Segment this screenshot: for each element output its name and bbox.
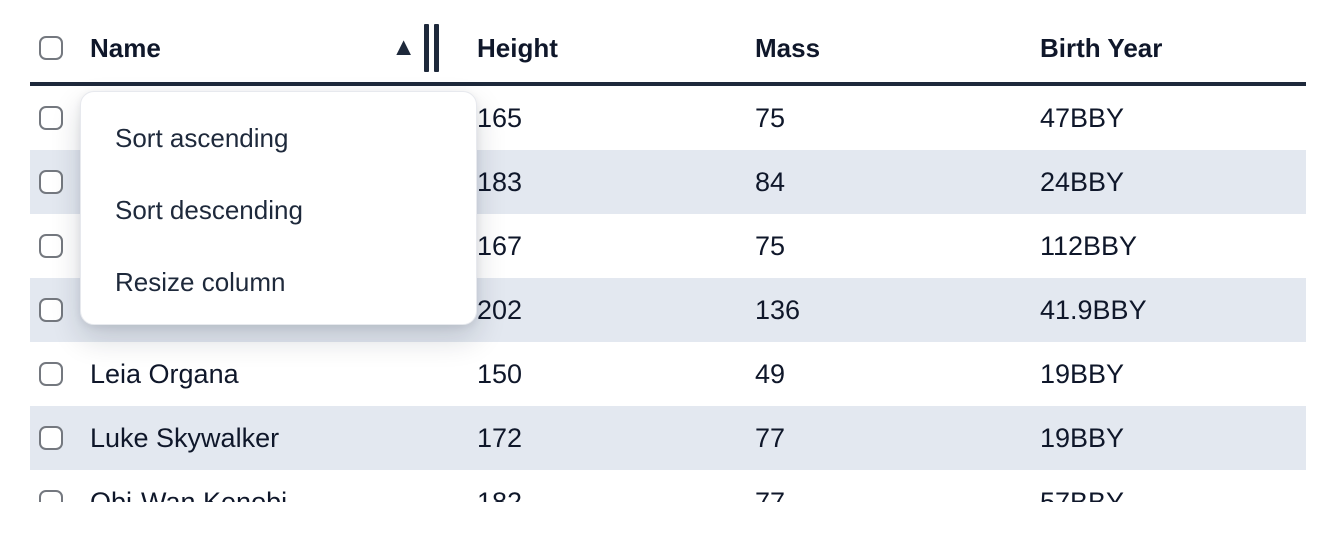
height-cell: 182: [477, 486, 523, 503]
column-resize-handle[interactable]: [424, 24, 439, 72]
checkbox-cell: [30, 170, 78, 194]
mass-cell: 77: [755, 486, 786, 503]
row-checkbox[interactable]: [39, 298, 63, 322]
row-checkbox[interactable]: [39, 106, 63, 130]
column-header-mass[interactable]: Mass: [755, 33, 1040, 64]
height-cell: 172: [477, 422, 523, 453]
height-cell: 150: [477, 358, 523, 389]
table-viewport: Name ▲ Height Mass Birth Year 165 75: [30, 0, 1306, 502]
row-checkbox[interactable]: [39, 362, 63, 386]
table-row: Leia Organa 150 49 19BBY: [30, 342, 1306, 406]
column-header-birth-year[interactable]: Birth Year: [1040, 33, 1306, 64]
data-table: Name ▲ Height Mass Birth Year 165 75: [30, 0, 1306, 502]
menu-item-sort-ascending[interactable]: Sort ascending: [115, 122, 289, 153]
birth-year-cell: 19BBY: [1040, 422, 1125, 453]
birth-year-cell: 47BBY: [1040, 102, 1125, 133]
column-menu: Sort ascending Sort descending Resize co…: [80, 91, 477, 325]
checkbox-cell: [30, 234, 78, 258]
sort-ascending-icon[interactable]: ▲: [391, 32, 416, 61]
column-header-birth-year-label: Birth Year: [1040, 32, 1163, 63]
menu-item-sort-descending[interactable]: Sort descending: [115, 194, 303, 225]
height-cell: 165: [477, 102, 523, 133]
name-cell: Obi-Wan Kenobi: [90, 486, 288, 503]
checkbox-cell: [30, 106, 78, 130]
row-checkbox[interactable]: [39, 170, 63, 194]
select-all-checkbox[interactable]: [39, 36, 63, 60]
column-header-name-label: Name: [90, 32, 161, 63]
height-cell: 202: [477, 294, 523, 325]
checkbox-cell: [30, 490, 78, 502]
column-header-name[interactable]: Name ▲: [78, 24, 441, 72]
birth-year-cell: 41.9BBY: [1040, 294, 1147, 325]
height-cell: 183: [477, 166, 523, 197]
row-checkbox[interactable]: [39, 490, 63, 502]
birth-year-cell: 24BBY: [1040, 166, 1125, 197]
mass-cell: 77: [755, 422, 786, 453]
checkbox-cell: [30, 426, 78, 450]
mass-cell: 84: [755, 166, 786, 197]
column-header-height-label: Height: [477, 32, 558, 63]
table-header: Name ▲ Height Mass Birth Year: [30, 0, 1306, 86]
checkbox-header-cell: [30, 36, 78, 60]
birth-year-cell: 19BBY: [1040, 358, 1125, 389]
checkbox-cell: [30, 298, 78, 322]
name-cell: Luke Skywalker: [90, 422, 280, 453]
checkbox-cell: [30, 362, 78, 386]
row-checkbox[interactable]: [39, 426, 63, 450]
mass-cell: 136: [755, 294, 801, 325]
birth-year-cell: 112BBY: [1040, 230, 1138, 261]
table-row: 167 75 112BBY: [30, 214, 1306, 278]
birth-year-cell: 57BBY: [1040, 486, 1125, 503]
table-body: 165 75 47BBY 183 84 24BBY 167 75: [30, 86, 1306, 502]
height-cell: 167: [477, 230, 523, 261]
menu-item-resize-column[interactable]: Resize column: [115, 266, 286, 297]
name-cell: Leia Organa: [90, 358, 239, 389]
table-row: 165 75 47BBY: [30, 86, 1306, 150]
mass-cell: 75: [755, 102, 786, 133]
column-header-mass-label: Mass: [755, 32, 821, 63]
row-checkbox[interactable]: [39, 234, 63, 258]
table-row: Luke Skywalker 172 77 19BBY: [30, 406, 1306, 470]
mass-cell: 75: [755, 230, 786, 261]
mass-cell: 49: [755, 358, 786, 389]
column-header-height[interactable]: Height: [441, 33, 755, 64]
table-row: Obi-Wan Kenobi 182 77 57BBY: [30, 470, 1306, 502]
